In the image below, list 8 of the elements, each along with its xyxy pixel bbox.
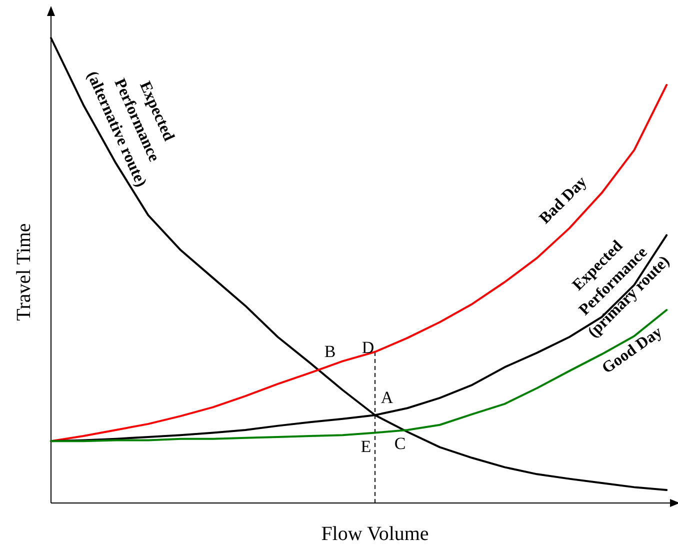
annotation: C	[394, 434, 406, 453]
y-axis-title: Travel Time	[13, 223, 35, 321]
annotation: A	[380, 388, 394, 407]
annotation: E	[360, 437, 372, 456]
x-axis-title: Flow Volume	[321, 523, 429, 545]
annotation: D	[362, 338, 374, 357]
annotation: B	[324, 342, 336, 361]
text: Bad Day	[536, 173, 590, 228]
